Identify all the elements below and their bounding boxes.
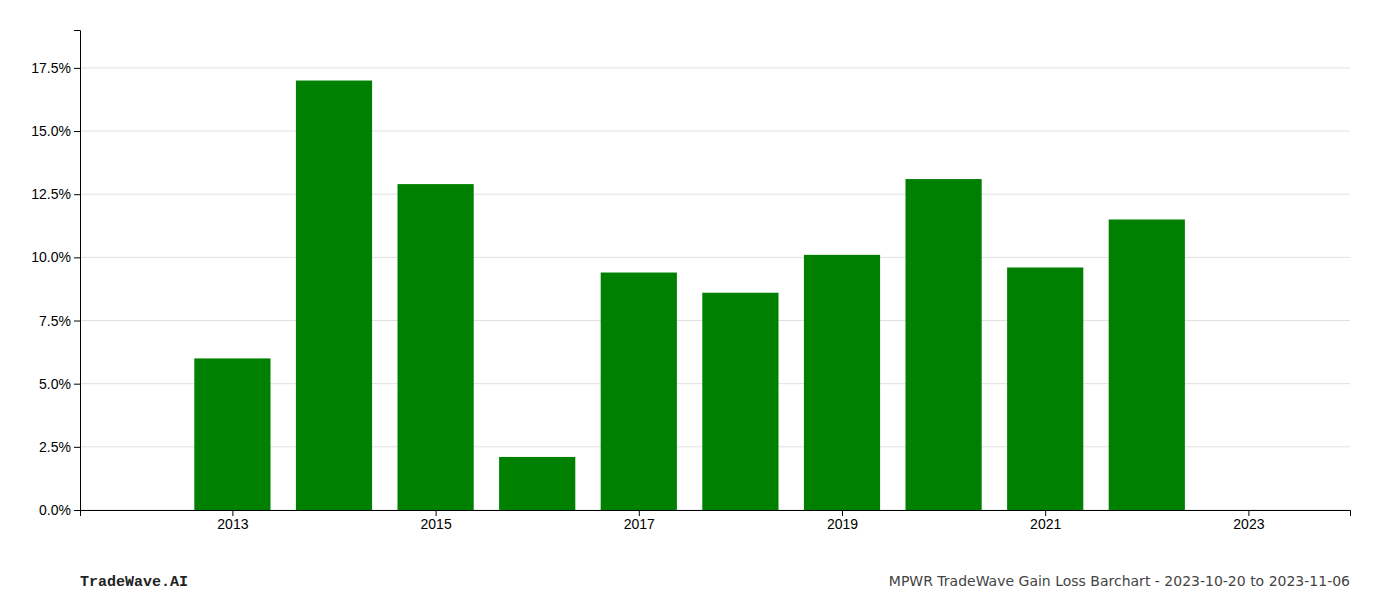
y-tick-mark	[74, 321, 80, 322]
y-tick-label: 17.5%	[31, 60, 71, 76]
y-tick-label: 10.0%	[31, 249, 71, 265]
y-tick-mark	[74, 131, 80, 132]
y-axis: 0.0% 2.5% 5.0% 7.5% 10.0% 12.5% 15.0% 17.5%	[31, 31, 80, 518]
y-tick: 17.5%	[31, 60, 80, 76]
bar	[804, 255, 880, 510]
grid-line	[80, 131, 1350, 132]
marks	[194, 81, 1185, 510]
grid	[80, 68, 1350, 510]
x-tick: 2021	[1030, 510, 1061, 532]
y-tick: 15.0%	[31, 123, 80, 139]
bar	[194, 358, 270, 510]
y-tick-label: 12.5%	[31, 186, 71, 202]
x-tick-label: 2019	[827, 516, 858, 532]
x-tick-label: 2015	[421, 516, 452, 532]
y-tick-label: 15.0%	[31, 123, 71, 139]
bar	[1007, 267, 1083, 510]
y-tick: 0.0%	[39, 502, 80, 518]
x-tick-label: 2021	[1030, 516, 1061, 532]
bar	[601, 273, 677, 510]
y-tick-mark	[74, 68, 80, 69]
y-tick-mark	[74, 194, 80, 195]
y-tick-label: 0.0%	[39, 502, 71, 518]
y-tick: 7.5%	[39, 313, 80, 329]
y-axis-line	[74, 31, 81, 511]
y-tick-label: 7.5%	[39, 313, 71, 329]
y-tick: 10.0%	[31, 249, 80, 265]
y-tick-mark	[74, 257, 80, 258]
x-axis-line	[81, 511, 1351, 517]
bar	[1109, 219, 1185, 510]
x-tick: 2017	[624, 510, 655, 532]
y-tick: 12.5%	[31, 186, 80, 202]
x-tick: 2019	[827, 510, 858, 532]
grid-line	[80, 194, 1350, 195]
grid-line	[80, 67, 1350, 68]
x-tick: 2013	[217, 510, 248, 532]
footer-left: TradeWave.AI	[80, 574, 188, 591]
y-tick-mark	[74, 447, 80, 448]
chart: 0.0% 2.5% 5.0% 7.5% 10.0% 12.5% 15.0% 17.5% 2013…	[0, 0, 1400, 600]
x-tick-label: 2013	[217, 516, 248, 532]
y-tick: 2.5%	[39, 439, 80, 455]
y-tick: 5.0%	[39, 376, 80, 392]
bar	[296, 81, 372, 510]
x-tick-label: 2017	[624, 516, 655, 532]
y-tick-mark	[74, 384, 80, 385]
x-tick: 2023	[1233, 510, 1264, 532]
x-axis: 2013 2015 2017 2019 2021 2023	[81, 510, 1351, 532]
bar	[398, 184, 474, 510]
bar	[499, 457, 575, 510]
x-tick-label: 2023	[1233, 516, 1264, 532]
y-tick-label: 5.0%	[39, 376, 71, 392]
y-tick-mark	[74, 510, 80, 511]
plot: 0.0% 2.5% 5.0% 7.5% 10.0% 12.5% 15.0% 17.5% 2013…	[31, 31, 1350, 532]
footer-right: MPWR TradeWave Gain Loss Barchart - 2023…	[889, 573, 1350, 589]
bar	[702, 293, 778, 510]
y-tick-label: 2.5%	[39, 439, 71, 455]
bar	[906, 179, 982, 510]
x-tick: 2015	[421, 510, 452, 532]
